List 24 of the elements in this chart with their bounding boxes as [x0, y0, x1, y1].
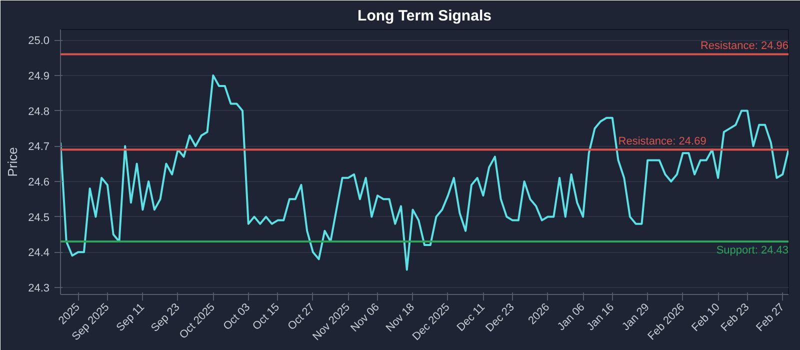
y-tick-label: 24.3: [28, 282, 50, 294]
chart-title: Long Term Signals: [358, 8, 492, 24]
y-tick-label: 24.7: [28, 141, 50, 154]
x-tick-label: Feb 27: [754, 301, 787, 334]
y-tick-label: 24.8: [28, 106, 50, 118]
x-tick-label: Oct 03: [221, 301, 253, 333]
y-tick-label: 24.4: [28, 247, 50, 260]
y-tick-label: 24.6: [28, 176, 50, 188]
x-tick-label: Oct 15: [250, 301, 282, 333]
x-tick-label: Jan 16: [584, 301, 617, 334]
y-axis-title: Price: [5, 147, 20, 177]
x-tick-label: Oct 27: [286, 301, 318, 333]
x-tick-label: Nov 06: [348, 301, 382, 334]
x-tick-label: Dec 23: [484, 301, 517, 334]
x-tick-label: Sep 11: [114, 301, 147, 334]
line-series: [60, 74, 788, 271]
x-tick-label: Feb 23: [718, 301, 752, 334]
x-tick-label: Jan 06: [555, 301, 588, 334]
ref-line-label: Resistance: 24.69: [618, 136, 706, 148]
y-tick-label: 25.0: [28, 35, 50, 48]
y-tick-label: 24.9: [28, 70, 50, 82]
y-tick-label: 24.5: [28, 212, 50, 224]
ref-line-label: Support: 24.43: [716, 244, 789, 256]
ref-line-label: Resistance: 24.96: [700, 40, 789, 52]
